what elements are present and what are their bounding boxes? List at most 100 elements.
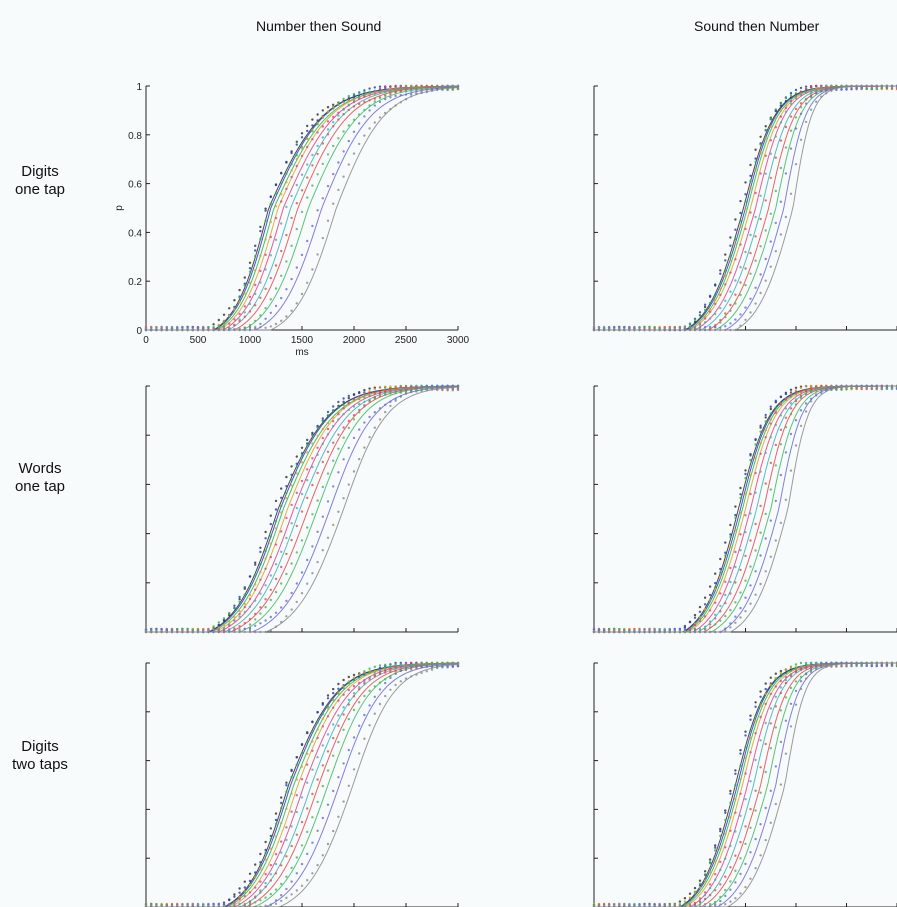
series-point-6 xyxy=(389,665,392,668)
series-point-9 xyxy=(774,221,777,225)
series-point-8 xyxy=(254,319,257,323)
series-point-8 xyxy=(420,661,423,665)
series-point-9 xyxy=(321,197,324,200)
series-point-7 xyxy=(410,385,413,389)
series-point-10 xyxy=(663,328,666,331)
series-point-10 xyxy=(150,326,153,329)
x-tick-label: 1500 xyxy=(291,335,314,346)
series-point-5 xyxy=(285,516,288,520)
series-point-2 xyxy=(698,311,702,314)
series-point-1 xyxy=(759,690,762,693)
series-point-9 xyxy=(779,740,783,744)
series-point-7 xyxy=(789,407,793,410)
series-point-10 xyxy=(430,388,434,391)
series-point-8 xyxy=(404,86,408,89)
series-point-1 xyxy=(739,199,742,203)
series-point-8 xyxy=(243,902,246,906)
series-point-3 xyxy=(759,143,762,146)
series-point-2 xyxy=(295,462,298,465)
series-point-10 xyxy=(799,424,803,428)
series-point-8 xyxy=(378,394,382,398)
series-point-5 xyxy=(363,393,366,396)
series-point-9 xyxy=(295,582,298,585)
series-point-10 xyxy=(337,510,340,513)
series-point-4 xyxy=(295,157,298,161)
series-point-8 xyxy=(850,387,853,390)
series-point-10 xyxy=(394,104,397,107)
series-point-6 xyxy=(708,620,712,623)
series-point-5 xyxy=(264,873,267,876)
series-point-10 xyxy=(719,328,722,332)
series-point-3 xyxy=(342,686,345,690)
series-point-7 xyxy=(342,113,345,116)
series-point-8 xyxy=(436,661,439,665)
series-point-2 xyxy=(724,259,727,262)
series-point-6 xyxy=(708,886,712,890)
series-point-3 xyxy=(274,519,278,523)
series-point-6 xyxy=(290,194,293,198)
series-point-1 xyxy=(724,541,727,544)
series-point-9 xyxy=(774,765,777,768)
series-point-10 xyxy=(890,661,894,665)
series-point-8 xyxy=(326,472,330,475)
series-point-1 xyxy=(300,132,304,135)
series-point-2 xyxy=(269,834,272,838)
series-point-3 xyxy=(358,91,361,95)
series-point-8 xyxy=(274,287,278,290)
series-point-10 xyxy=(754,867,757,870)
series-point-4 xyxy=(724,274,727,277)
row-label-words-one-tap: Words one tap xyxy=(0,460,80,496)
series-point-10 xyxy=(316,560,319,564)
series-point-9 xyxy=(280,606,283,609)
series-point-9 xyxy=(734,881,737,884)
series-point-1 xyxy=(332,687,335,691)
series-point-10 xyxy=(613,630,616,634)
series-point-1 xyxy=(744,181,747,184)
series-point-9 xyxy=(643,902,646,906)
series-point-8 xyxy=(799,396,803,400)
series-point-6 xyxy=(774,695,777,698)
series-point-9 xyxy=(825,89,828,92)
series-point-5 xyxy=(749,211,752,214)
series-point-10 xyxy=(764,570,767,573)
series-point-4 xyxy=(347,99,350,102)
series-point-9 xyxy=(332,485,335,488)
series-point-7 xyxy=(347,108,350,112)
series-point-9 xyxy=(269,615,272,619)
series-point-8 xyxy=(285,572,288,576)
series-point-7 xyxy=(769,176,772,180)
series-point-5 xyxy=(769,422,772,425)
series-point-4 xyxy=(724,832,727,836)
series-point-10 xyxy=(815,393,818,396)
series-point-6 xyxy=(384,666,387,670)
series-point-7 xyxy=(295,524,298,528)
series-point-8 xyxy=(724,614,727,618)
series-point-6 xyxy=(769,707,772,710)
series-point-8 xyxy=(290,244,293,247)
series-point-7 xyxy=(384,390,387,393)
series-point-9 xyxy=(835,661,838,665)
series-point-1 xyxy=(342,678,345,682)
series-point-1 xyxy=(274,812,278,815)
series-point-10 xyxy=(880,84,883,88)
series-point-4 xyxy=(306,451,309,454)
series-point-8 xyxy=(719,321,722,324)
series-point-10 xyxy=(306,879,309,882)
series-point-2 xyxy=(337,687,340,690)
series-point-4 xyxy=(248,593,252,597)
series-point-3 xyxy=(764,128,767,132)
series-point-9 xyxy=(794,127,798,130)
series-point-9 xyxy=(648,902,651,906)
series-point-10 xyxy=(759,582,762,586)
series-point-8 xyxy=(217,325,220,329)
series-point-7 xyxy=(734,293,737,296)
series-point-7 xyxy=(784,125,788,129)
series-point-10 xyxy=(264,630,267,634)
series-point-8 xyxy=(337,447,340,450)
series-point-7 xyxy=(295,833,298,836)
series-point-10 xyxy=(860,386,863,389)
series-point-6 xyxy=(759,739,762,742)
series-point-10 xyxy=(885,387,889,390)
series-point-10 xyxy=(389,688,392,691)
series-point-9 xyxy=(363,421,366,424)
